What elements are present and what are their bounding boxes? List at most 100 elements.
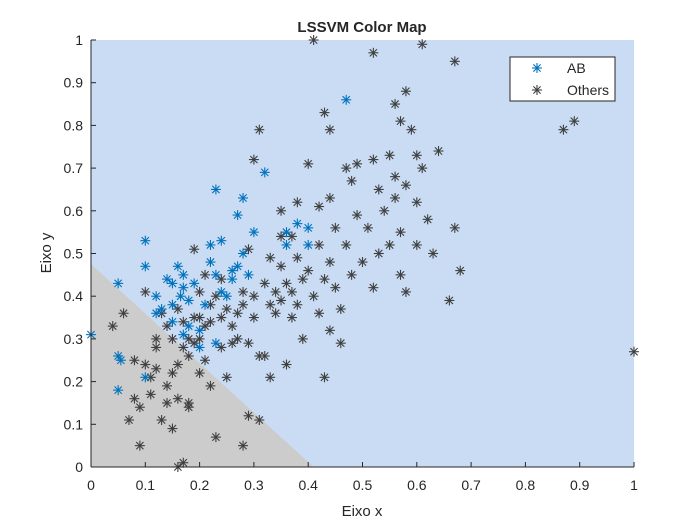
point-others: [276, 261, 287, 272]
legend-asterisk-ab: [532, 63, 542, 73]
x-tick-label: 1: [630, 477, 638, 493]
x-axis-label: Eixo x: [342, 503, 383, 520]
point-ab: [151, 308, 162, 319]
point-others: [335, 304, 346, 315]
point-others: [194, 286, 205, 297]
point-others: [216, 274, 227, 285]
point-others: [254, 415, 265, 426]
point-others: [368, 154, 379, 165]
point-others: [352, 210, 363, 221]
y-tick-label: 0.9: [64, 75, 84, 91]
point-others: [265, 372, 276, 383]
point-others: [167, 368, 178, 379]
point-others: [341, 163, 352, 174]
point-ab: [178, 282, 189, 293]
point-others: [172, 393, 183, 404]
point-others: [189, 338, 200, 349]
point-others: [324, 192, 335, 203]
point-others: [362, 222, 373, 233]
point-others: [162, 321, 173, 332]
point-others: [449, 56, 460, 67]
point-others: [384, 150, 395, 161]
point-others: [124, 415, 135, 426]
point-others: [140, 286, 151, 297]
point-ab: [221, 291, 232, 302]
point-others: [183, 402, 194, 413]
point-ab: [216, 235, 227, 246]
point-others: [324, 124, 335, 135]
point-others: [324, 325, 335, 336]
point-others: [390, 99, 401, 110]
point-others: [319, 274, 330, 285]
x-tick-label: 0.7: [461, 477, 481, 493]
point-others: [145, 389, 156, 400]
point-ab: [183, 321, 194, 332]
point-ab: [113, 350, 124, 361]
point-ab: [140, 261, 151, 272]
x-tick-label: 0.6: [407, 477, 427, 493]
y-tick-label: 0.8: [64, 117, 84, 133]
point-others: [368, 282, 379, 293]
legend-label-others: Others: [567, 82, 609, 98]
point-others: [216, 342, 227, 353]
point-others: [314, 239, 325, 250]
point-ab: [151, 291, 162, 302]
point-others: [183, 333, 194, 344]
point-ab: [227, 274, 238, 285]
point-ab: [175, 291, 186, 302]
point-others: [411, 197, 422, 208]
point-others: [200, 355, 211, 366]
point-ab: [292, 218, 303, 229]
point-others: [281, 359, 292, 370]
point-others: [210, 291, 221, 302]
point-others: [395, 116, 406, 127]
point-others: [444, 295, 455, 306]
point-ab: [303, 222, 314, 233]
point-ab: [341, 94, 352, 105]
x-tick-label: 0.8: [516, 477, 536, 493]
point-others: [390, 192, 401, 203]
point-ab: [303, 239, 314, 250]
point-others: [232, 308, 243, 319]
x-tick-label: 0.5: [353, 477, 373, 493]
point-others: [172, 304, 183, 315]
point-others: [400, 180, 411, 191]
point-others: [558, 124, 569, 135]
point-others: [330, 222, 341, 233]
point-others: [210, 432, 221, 443]
point-others: [178, 457, 189, 468]
point-others: [330, 282, 341, 293]
point-others: [167, 333, 178, 344]
legend-marker-ab: [532, 63, 542, 73]
point-ab: [243, 269, 254, 280]
point-ab: [281, 239, 292, 250]
point-others: [151, 363, 162, 374]
series-ab: [86, 94, 352, 396]
point-ab: [238, 248, 249, 259]
point-others: [368, 47, 379, 58]
point-others: [569, 116, 580, 127]
point-others: [319, 107, 330, 118]
point-others: [243, 338, 254, 349]
point-others: [384, 239, 395, 250]
point-others: [221, 304, 232, 315]
point-others: [352, 158, 363, 169]
point-others: [200, 321, 211, 332]
point-others: [341, 239, 352, 250]
point-ab: [205, 257, 216, 268]
point-others: [270, 308, 281, 319]
x-tick-label: 0.1: [136, 477, 156, 493]
y-tick-label: 0.4: [64, 288, 84, 304]
point-ab: [259, 167, 270, 178]
point-ab: [140, 372, 151, 383]
point-others: [373, 248, 384, 259]
point-others: [357, 257, 368, 268]
point-others: [411, 239, 422, 250]
point-others: [400, 286, 411, 297]
point-others: [270, 286, 281, 297]
point-others: [118, 308, 129, 319]
point-ab: [232, 261, 243, 272]
legend: AB Others: [509, 56, 616, 102]
axes: 0 0.1 0.2 0.3 0.4 0.5 0.6 0.7 0.8 0.9 1 0 0.1 0.2 0.3 0…: [64, 32, 639, 493]
point-ab: [167, 299, 178, 310]
